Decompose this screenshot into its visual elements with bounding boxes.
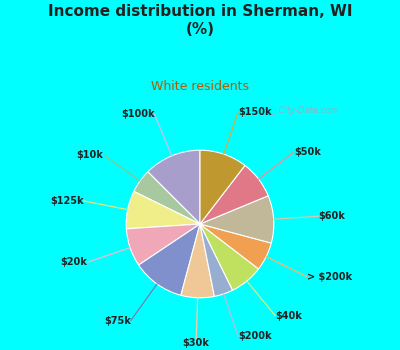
Text: $10k: $10k bbox=[76, 150, 104, 160]
Wedge shape bbox=[200, 196, 274, 243]
Text: $40k: $40k bbox=[275, 311, 302, 321]
Wedge shape bbox=[181, 224, 214, 298]
Wedge shape bbox=[126, 224, 200, 265]
Text: $125k: $125k bbox=[50, 196, 84, 206]
Text: $50k: $50k bbox=[294, 147, 321, 157]
Wedge shape bbox=[200, 224, 258, 290]
Text: $20k: $20k bbox=[61, 257, 88, 267]
Wedge shape bbox=[200, 224, 233, 296]
Text: > $200k: > $200k bbox=[306, 272, 352, 281]
Wedge shape bbox=[200, 166, 268, 224]
Text: $100k: $100k bbox=[121, 109, 154, 119]
Text: $60k: $60k bbox=[318, 211, 346, 221]
Text: White residents: White residents bbox=[151, 80, 249, 93]
Wedge shape bbox=[126, 191, 200, 229]
Wedge shape bbox=[134, 172, 200, 224]
Text: $30k: $30k bbox=[183, 338, 210, 348]
Text: Ⓢ City-Data.com: Ⓢ City-Data.com bbox=[271, 106, 338, 114]
Wedge shape bbox=[200, 224, 271, 269]
Wedge shape bbox=[200, 150, 245, 224]
Wedge shape bbox=[139, 224, 200, 295]
Wedge shape bbox=[148, 150, 200, 224]
Text: Income distribution in Sherman, WI
(%): Income distribution in Sherman, WI (%) bbox=[48, 4, 352, 37]
Text: $75k: $75k bbox=[104, 316, 131, 326]
Text: $150k: $150k bbox=[238, 106, 272, 117]
Text: $200k: $200k bbox=[238, 331, 272, 342]
